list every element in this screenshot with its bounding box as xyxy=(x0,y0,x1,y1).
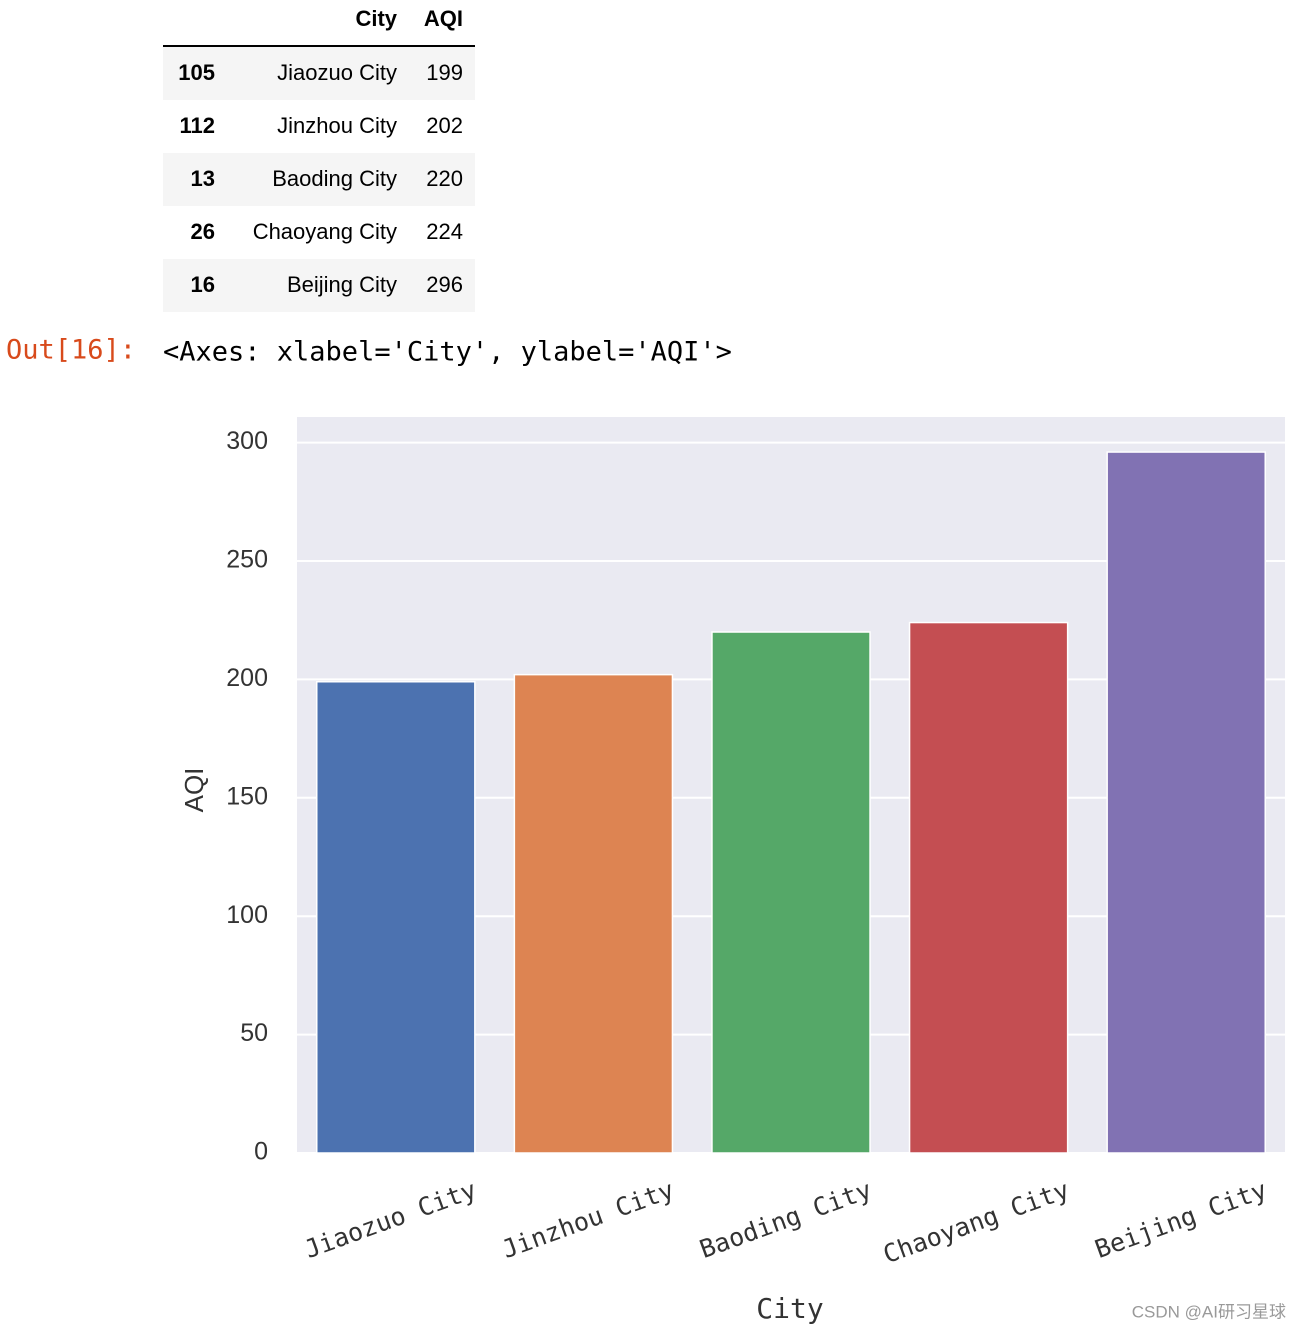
bar xyxy=(908,621,1069,1154)
table-header: AQI xyxy=(424,6,463,31)
cell-aqi: 220 xyxy=(426,166,463,191)
watermark: CSDN @AI研习星球 xyxy=(1132,1302,1286,1321)
y-tick-label: 300 xyxy=(226,427,268,455)
cell-aqi: 296 xyxy=(426,272,463,297)
x-tick-label: Chaoyang City xyxy=(879,1175,1073,1269)
cell-city: Chaoyang City xyxy=(253,219,397,244)
x-tick-label: Beijing City xyxy=(1091,1175,1271,1264)
bar xyxy=(513,673,674,1154)
out-text: <Axes: xlabel='City', ylabel='AQI'> xyxy=(163,337,732,368)
cell-aqi: 199 xyxy=(426,60,463,85)
table-row-bg xyxy=(163,153,475,206)
bar xyxy=(711,631,871,1154)
x-axis-label: City xyxy=(756,1292,823,1325)
cell-aqi: 202 xyxy=(426,113,463,138)
table-row-bg xyxy=(163,259,475,312)
cell-city: Jinzhou City xyxy=(277,113,397,138)
row-index: 112 xyxy=(180,113,216,138)
y-axis-label: AQI xyxy=(179,768,209,813)
row-index: 13 xyxy=(191,166,215,191)
cell-aqi: 224 xyxy=(426,219,463,244)
bar xyxy=(316,681,476,1154)
cell-city: Beijing City xyxy=(287,272,397,297)
row-index: 16 xyxy=(191,272,215,297)
table-row-bg xyxy=(163,47,475,100)
y-tick-label: 50 xyxy=(240,1019,268,1047)
cell-city: Baoding City xyxy=(272,166,397,191)
out-prompt: Out[16]: xyxy=(6,335,136,366)
y-tick-label: 100 xyxy=(226,901,268,929)
y-tick-label: 0 xyxy=(254,1138,268,1166)
x-tick-label: Baoding City xyxy=(696,1175,876,1264)
row-index: 26 xyxy=(191,219,215,244)
table-header: City xyxy=(355,6,397,31)
bar xyxy=(1106,451,1266,1154)
y-tick-label: 250 xyxy=(226,546,268,574)
cell-city: Jiaozuo City xyxy=(277,60,397,85)
row-index: 105 xyxy=(178,60,215,85)
y-tick-label: 150 xyxy=(226,782,268,810)
x-tick-label: Jinzhou City xyxy=(498,1175,678,1264)
x-tick-label: Jiaozuo City xyxy=(301,1175,481,1264)
y-tick-label: 200 xyxy=(226,664,268,692)
